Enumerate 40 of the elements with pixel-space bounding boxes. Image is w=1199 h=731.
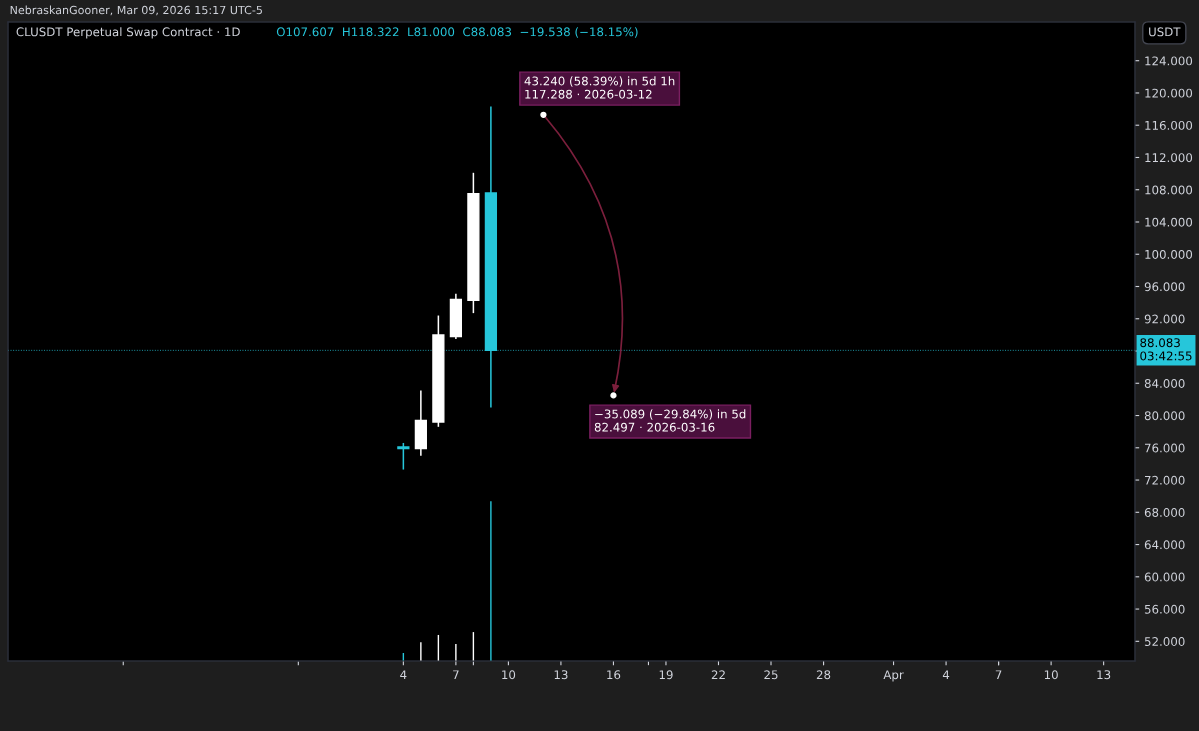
y-tick-label: 60.000 [1144,572,1185,582]
x-tick-label: 22 [711,670,725,679]
y-tick-label: 68.000 [1144,508,1185,517]
y-tick-label: 56.000 [1144,604,1185,614]
y-tick-label: 80.000 [1144,411,1185,421]
y-tick-label: 116.000 [1145,120,1193,130]
x-tick-label: 13 [1097,670,1111,680]
ref-line-label: 88.083 03:42:55 [1140,338,1192,361]
candlestick [397,442,410,471]
x-tick-label: 13 [554,670,568,680]
y-tick-label: 96.000 [1144,282,1185,292]
x-tick-label: 19 [659,670,673,680]
chart-subtitle: O107.607 H118.322 L81.000 C88.083 −19.538 (−18.15%) [276,27,638,38]
x-tick-label: Apr [883,670,904,682]
x-tick-label: 10 [502,670,516,680]
x-tick-label: 25 [764,670,778,680]
y-tick-label: 84.000 [1144,379,1185,388]
y-tick-label: 52.000 [1144,637,1185,646]
y-tick-label: 64.000 [1144,540,1185,550]
x-tick-label: 4 [942,670,950,679]
chart-title: CLUSDT Perpetual Swap Contract · 1D [16,27,240,39]
y-tick-label: 92.000 [1144,314,1185,324]
y-tick-label: 120.000 [1145,88,1193,98]
x-tick-label: 7 [995,670,1002,679]
y-axis-title: USDT [1149,27,1181,37]
x-tick-label: 16 [607,670,621,680]
x-tick-label: 10 [1044,670,1058,680]
y-tick-label: 76.000 [1145,443,1185,453]
x-tick-label: 4 [400,670,407,679]
y-tick-label: 100.000 [1145,249,1193,259]
y-tick-label: 108.000 [1145,185,1193,195]
annotation: 43.240 (58.39%) in 5d 1h 117.288 · 2026-03-12 [524,76,675,99]
y-tick-label: 72.000 [1145,475,1185,485]
y-tick-label: 104.000 [1145,217,1193,227]
text: NebraskanGooner, Mar 09, 2026 15:17 UTC-5 [10,5,262,16]
y-tick-label: 124.000 [1145,56,1193,66]
annotation: −35.089 (−29.84%) in 5d 82.497 · 2026-03-16 [594,409,746,432]
x-tick-label: 28 [816,670,831,680]
y-tick-label: 112.000 [1145,153,1193,163]
x-tick-label: 7 [453,670,459,679]
